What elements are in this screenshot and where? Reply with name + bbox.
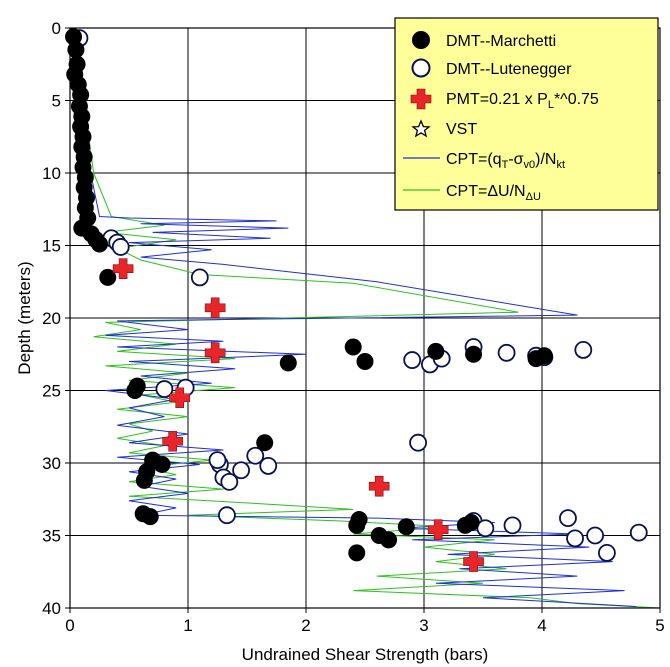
y-tick-label: 30 bbox=[42, 454, 61, 473]
x-tick-label: 3 bbox=[419, 616, 428, 635]
legend-marker-marchetti bbox=[412, 31, 430, 49]
y-axis-label: Depth (meters) bbox=[15, 261, 34, 374]
marchetti-point bbox=[380, 531, 398, 549]
pmt-point bbox=[427, 519, 449, 540]
legend-label-pmt: PMT=0.21 x PL*^0.75 bbox=[446, 91, 599, 111]
lutenegger-point bbox=[155, 380, 174, 398]
y-tick-label: 40 bbox=[42, 599, 61, 618]
marchetti-point bbox=[344, 338, 362, 356]
y-tick-label: 0 bbox=[52, 19, 61, 38]
lutenegger-point bbox=[497, 343, 516, 362]
y-tick-label: 35 bbox=[42, 527, 61, 546]
y-tick-label: 25 bbox=[42, 382, 61, 401]
pmt-point bbox=[368, 475, 390, 497]
legend-label-lutenegger: DMT--Lutenegger bbox=[446, 61, 572, 78]
marchetti-point bbox=[465, 345, 483, 363]
y-tick-label: 10 bbox=[42, 164, 61, 183]
marchetti-point bbox=[91, 235, 108, 253]
legend-label-cpt-qt: CPT=(qT-σv0)/Nkt bbox=[446, 151, 565, 171]
y-ticks: 0 5 10 15 20 25 30 35 40 bbox=[42, 19, 70, 618]
lutenegger-point bbox=[259, 456, 278, 475]
marchetti-point bbox=[67, 41, 85, 59]
marchetti-point bbox=[141, 508, 159, 526]
marchetti-point bbox=[397, 518, 415, 536]
lutenegger-point bbox=[403, 351, 422, 369]
lutenegger-point bbox=[232, 461, 251, 480]
marchetti-point bbox=[153, 455, 171, 473]
legend: DMT--Marchetti DMT--Lutenegger PMT=0.21 … bbox=[394, 17, 659, 211]
x-tick-label: 5 bbox=[655, 616, 664, 635]
cpt-du-line bbox=[75, 42, 661, 609]
lutenegger-point bbox=[111, 238, 130, 256]
lutenegger-point bbox=[566, 529, 584, 548]
lutenegger-point bbox=[246, 446, 265, 465]
lutenegger-point bbox=[409, 433, 428, 452]
x-axis-label: Undrained Shear Strength (bars) bbox=[242, 645, 489, 664]
pmt-point bbox=[204, 297, 226, 319]
lutenegger-point bbox=[190, 268, 209, 287]
cpt-du-series bbox=[75, 42, 661, 609]
legend-marker-vst bbox=[411, 119, 431, 138]
marchetti-point bbox=[65, 28, 83, 46]
x-tick-label: 1 bbox=[183, 616, 192, 635]
marchetti-point bbox=[462, 513, 480, 531]
marchetti-series bbox=[65, 28, 553, 562]
pmt-point bbox=[169, 387, 191, 409]
x-tick-label: 2 bbox=[301, 616, 310, 635]
lutenegger-point bbox=[208, 451, 227, 470]
legend-marker-lutenegger bbox=[411, 58, 431, 78]
lutenegger-point bbox=[503, 516, 522, 535]
lutenegger-point bbox=[220, 472, 239, 491]
marchetti-point bbox=[128, 377, 146, 395]
x-tick-label: 4 bbox=[537, 616, 546, 635]
lutenegger-point bbox=[586, 526, 604, 545]
legend-box bbox=[394, 17, 659, 211]
lutenegger-point bbox=[629, 523, 648, 542]
legend-marker-pmt bbox=[410, 88, 432, 110]
x-ticks: 0 1 2 3 4 5 bbox=[65, 608, 665, 635]
lutenegger-point bbox=[574, 340, 593, 359]
lutenegger-point bbox=[598, 544, 616, 562]
marchetti-point bbox=[427, 342, 445, 360]
marchetti-point bbox=[348, 516, 366, 534]
legend-label-vst: VST bbox=[446, 121, 477, 138]
lutenegger-point bbox=[559, 509, 577, 527]
lutenegger-point bbox=[476, 519, 495, 538]
legend-label-marchetti: DMT--Marchetti bbox=[446, 33, 556, 50]
marchetti-point bbox=[279, 354, 297, 372]
pmt-point bbox=[162, 430, 183, 452]
marchetti-point bbox=[348, 544, 366, 562]
pmt-series bbox=[112, 258, 484, 572]
y-tick-label: 15 bbox=[42, 237, 61, 256]
marchetti-point bbox=[535, 347, 553, 365]
pmt-point bbox=[112, 258, 134, 279]
pmt-point bbox=[463, 551, 484, 572]
legend-label-cpt-du: CPT=ΔU/NΔU bbox=[446, 183, 541, 203]
marchetti-point bbox=[256, 434, 274, 452]
marchetti-point bbox=[135, 471, 153, 489]
x-tick-label: 0 bbox=[65, 616, 74, 635]
y-tick-label: 20 bbox=[42, 309, 61, 328]
lutenegger-point bbox=[218, 506, 236, 525]
marchetti-point bbox=[356, 353, 374, 370]
marchetti-point bbox=[99, 268, 117, 286]
pmt-point bbox=[204, 342, 226, 364]
y-tick-label: 5 bbox=[52, 92, 61, 111]
